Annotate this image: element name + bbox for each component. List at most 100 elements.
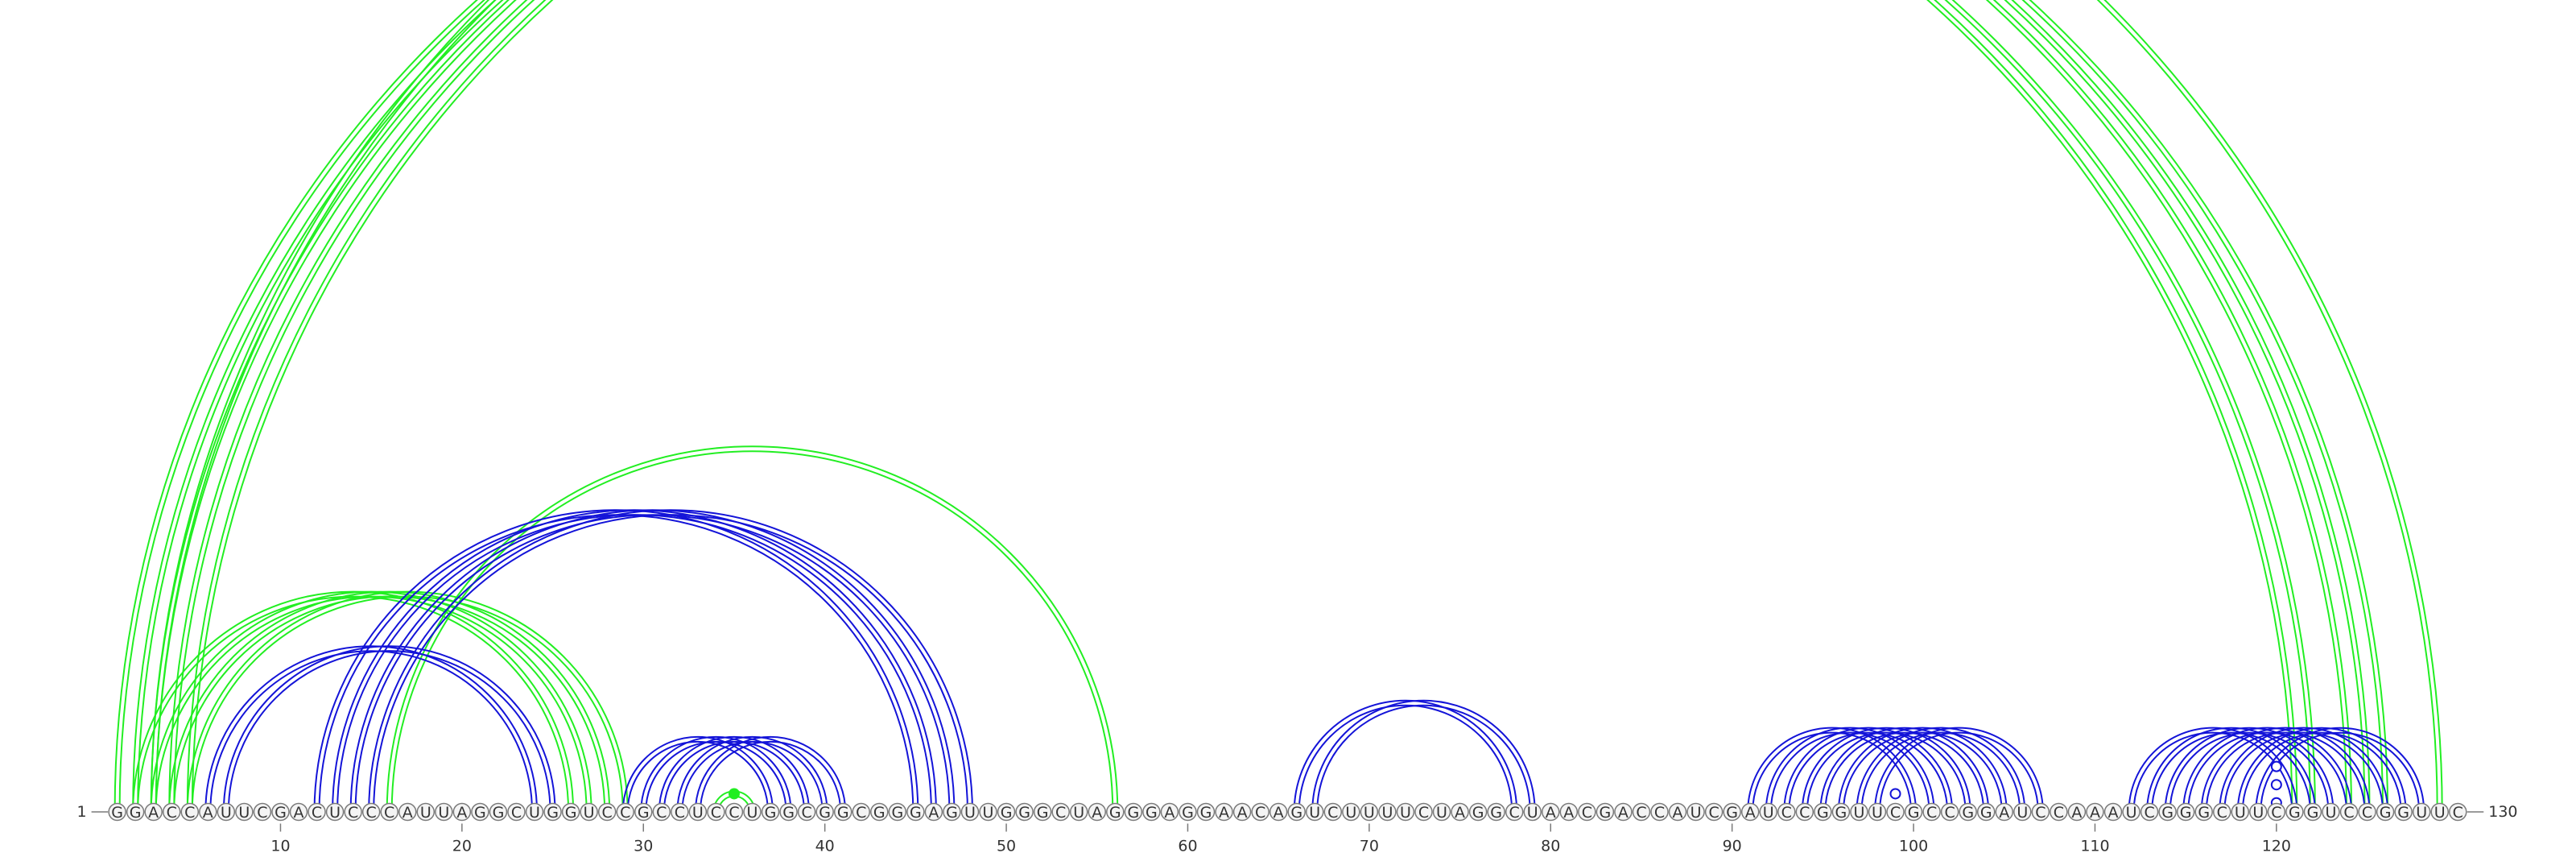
nucleotide-circle	[979, 802, 997, 822]
base-pair-arc	[2219, 727, 2389, 813]
nucleotide-letter: G	[1490, 804, 1502, 822]
nucleotide-circle	[2412, 802, 2431, 822]
nucleotide-letter: G	[1200, 804, 1212, 822]
base-pair-arc	[2223, 731, 2384, 813]
nucleotide-letter: U	[1381, 804, 1393, 822]
base-pair-arc	[2205, 731, 2366, 813]
tick-label: 70	[1360, 838, 1379, 855]
nucleotide-circle	[1179, 802, 1197, 822]
nucleotide-circle	[452, 802, 472, 822]
nucleotide-circle	[1904, 802, 1923, 822]
nucleotide: A	[1542, 802, 1560, 822]
nucleotide-letter: A	[294, 804, 304, 822]
nucleotide-letter: G	[1980, 804, 1992, 822]
position-ticks: 10 20 30 40 50 60 70 80 90 100 110 120	[270, 823, 2291, 855]
nucleotide-letter: G	[1962, 804, 1974, 822]
nucleotide-letter: G	[2161, 804, 2174, 822]
nucleotide: A	[144, 802, 163, 822]
sequence-start-label: 1	[77, 803, 87, 821]
nucleotide: G	[761, 802, 780, 822]
nucleotide-circle	[1795, 802, 1814, 822]
nucleotide-circle	[289, 802, 308, 822]
nucleotide: C	[2267, 802, 2286, 822]
nucleotide-letter: G	[2397, 804, 2409, 822]
nucleotide-circle	[779, 802, 798, 822]
base-pair-arc	[336, 514, 932, 813]
nucleotide-circle	[1632, 802, 1651, 822]
nucleotide: G	[2376, 802, 2395, 822]
nucleotide-circle	[1614, 802, 1633, 822]
nucleotide: A	[289, 802, 308, 822]
nucleotide-circle	[2285, 802, 2304, 822]
nucleotide-circle	[416, 802, 436, 822]
nucleotide-letter: G	[474, 804, 486, 822]
base-pair-arc	[186, 590, 629, 813]
nucleotide-circle	[507, 802, 526, 822]
nucleotide-circle	[1124, 802, 1143, 822]
nucleotide: A	[1740, 802, 1760, 822]
base-pair-arc	[191, 0, 2384, 813]
nucleotide-letter: C	[1055, 804, 1066, 822]
nucleotide-letter: C	[711, 804, 721, 822]
base-pair-arc	[114, 0, 2298, 813]
nucleotide: C	[162, 802, 181, 822]
nucleotide-circle	[1523, 802, 1542, 822]
nucleotide-circle	[1342, 802, 1360, 822]
nucleotide: G	[1487, 802, 1505, 822]
nucleotide: U	[1850, 802, 1868, 822]
nucleotide: U	[2412, 802, 2431, 822]
nucleotide: G	[2194, 802, 2213, 822]
nucleotide-letter: C	[511, 804, 522, 822]
nucleotide-circle	[217, 802, 236, 822]
nucleotide: C	[1414, 802, 1433, 822]
nucleotide-circle	[597, 802, 617, 822]
nucleotide-letter: U	[420, 804, 431, 822]
base-pair-arc	[1316, 704, 1531, 813]
nucleotide-letter: A	[1455, 804, 1465, 822]
base-pair-arc	[621, 735, 774, 813]
base-pair-arc	[1769, 731, 1930, 813]
base-pair-arc	[150, 0, 2353, 813]
base-pair-arc	[132, 0, 2316, 813]
nucleotide-letter: U	[1690, 804, 1702, 822]
nucleotide-circle	[271, 802, 290, 822]
arc-marker	[1889, 788, 1901, 800]
base-pair-arc	[118, 0, 2293, 813]
tick-label: 10	[270, 838, 290, 855]
nucleotide-circle	[1976, 802, 1996, 822]
nucleotide-circle	[1160, 802, 1179, 822]
nucleotide: C	[852, 802, 870, 822]
nucleotide: C	[707, 802, 725, 822]
nucleotide-letter: G	[1600, 804, 1612, 822]
nucleotide-circle	[1232, 802, 1252, 822]
nucleotide: G	[1976, 802, 1996, 822]
base-pair-arc	[1293, 699, 1518, 813]
nucleotide-circle	[2031, 802, 2050, 822]
nucleotide-letter: C	[366, 804, 377, 822]
nucleotide: C	[1777, 802, 1796, 822]
nucleotide-circle	[2322, 802, 2340, 822]
nucleotide: C	[1251, 802, 1269, 822]
nucleotide: C	[1922, 802, 1941, 822]
nucleotide-letter: C	[257, 804, 267, 822]
nucleotide: U	[325, 802, 345, 822]
base-pair-arc	[1311, 699, 1536, 813]
nucleotide-letter: G	[275, 804, 287, 822]
nucleotide-letter: U	[1872, 804, 1883, 822]
nucleotide: U	[1305, 802, 1324, 822]
nucleotide-letter: C	[2362, 804, 2372, 822]
nucleotide-letter: G	[782, 804, 795, 822]
base-pair-arc	[1747, 727, 1918, 813]
nucleotide-circle	[199, 802, 217, 822]
nucleotide: U	[2322, 802, 2340, 822]
nucleotide-letter: C	[620, 804, 630, 822]
nucleotide: U	[235, 802, 254, 822]
base-pair-arc	[694, 735, 847, 813]
nucleotide: A	[2086, 802, 2104, 822]
nucleotide-letter: G	[2180, 804, 2192, 822]
tick-label: 60	[1178, 838, 1197, 855]
base-pair-arc	[1788, 731, 1949, 813]
nucleotide: G	[2176, 802, 2195, 822]
nucleotide-letter: A	[1092, 804, 1102, 822]
